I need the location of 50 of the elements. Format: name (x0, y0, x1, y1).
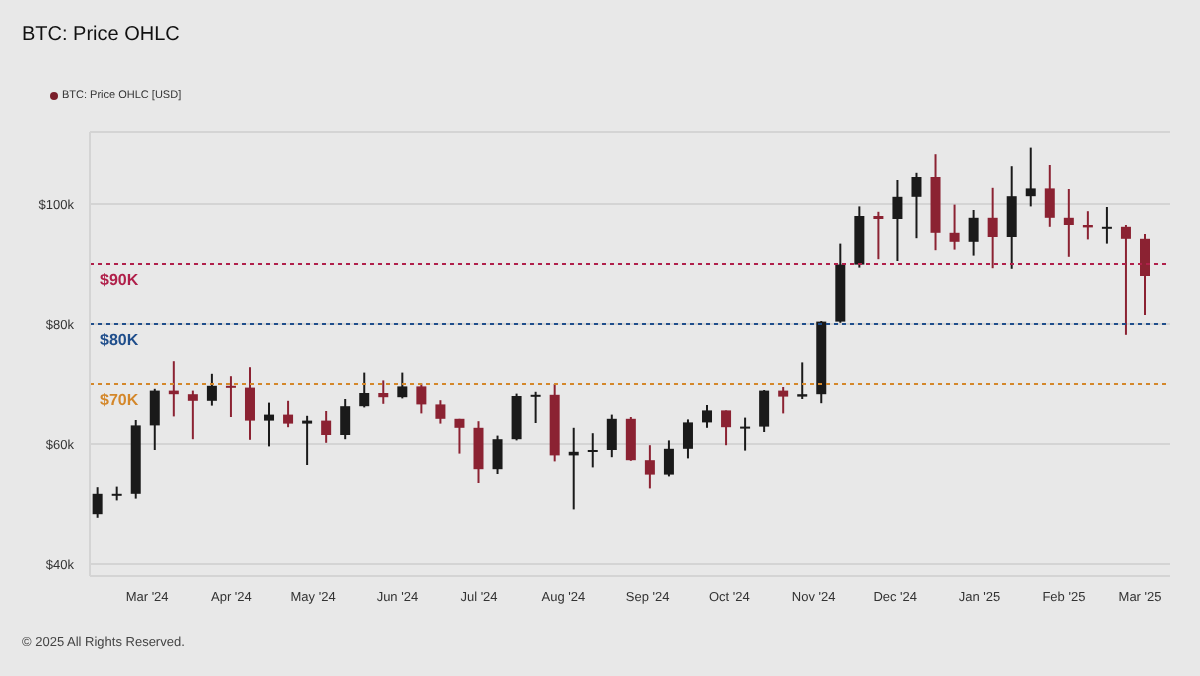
candlestick (663, 439, 674, 478)
candlestick (1044, 164, 1055, 228)
candlestick (149, 387, 160, 451)
candlestick (244, 366, 255, 441)
candlestick (302, 414, 313, 466)
candlestick (1139, 233, 1150, 316)
ref-line-label: $70K (100, 391, 139, 410)
candlestick (454, 417, 465, 455)
candlestick (264, 401, 275, 448)
candlestick (740, 416, 751, 452)
candlestick (378, 379, 389, 405)
candlestick (340, 398, 351, 441)
candlestick (625, 416, 636, 462)
candlestick (892, 179, 903, 262)
candlestick (283, 399, 294, 429)
candlestick (759, 389, 770, 433)
candlestick (778, 386, 789, 415)
candlestick (530, 390, 541, 424)
candlestick (206, 372, 217, 407)
candlestick (225, 375, 236, 418)
candlestick (797, 361, 808, 400)
candlestick (949, 203, 960, 251)
candlestick (911, 171, 922, 240)
candlestick (702, 404, 713, 429)
candlestick (397, 371, 408, 400)
ref-line-label: $90K (100, 271, 139, 290)
candlestick (1006, 165, 1017, 270)
candlestick (587, 432, 598, 469)
candlestick (682, 418, 693, 460)
candlestick (873, 210, 884, 261)
candlestick (1025, 146, 1036, 208)
chart-title: BTC: Price OHLC (22, 24, 180, 46)
candlestick (606, 413, 617, 459)
candlestick (473, 420, 484, 484)
candlestick (359, 371, 370, 409)
candlestick (1063, 188, 1074, 258)
candlestick (492, 434, 503, 475)
candlestick (187, 389, 198, 441)
candlestick (435, 399, 446, 425)
candlestick (92, 486, 103, 519)
candlestick (511, 392, 522, 442)
candlestick (321, 410, 332, 444)
candlestick (968, 209, 979, 257)
candlestick (1101, 206, 1112, 245)
candlestick (721, 409, 732, 447)
candlestick (987, 186, 998, 270)
candlestick (644, 444, 655, 490)
candlestick (416, 382, 427, 415)
candlestick (1120, 224, 1131, 336)
ref-line-label: $80K (100, 331, 139, 350)
